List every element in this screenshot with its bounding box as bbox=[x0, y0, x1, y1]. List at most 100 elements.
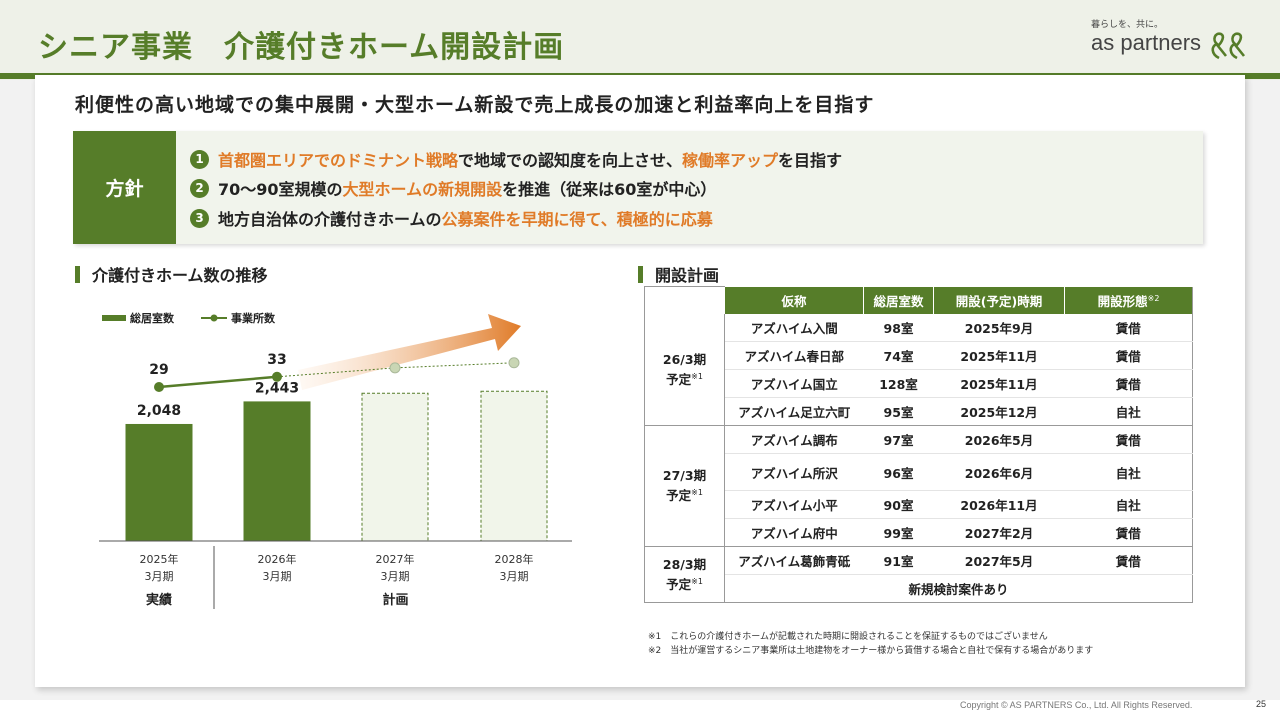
x-tick-label: 2028年 bbox=[495, 552, 534, 566]
facility-name: アズハイム所沢 bbox=[724, 453, 864, 491]
facility-name: アズハイム春日部 bbox=[724, 341, 864, 370]
room-count: 91室 bbox=[863, 546, 934, 575]
opening-date: 2025年11月 bbox=[933, 341, 1065, 370]
footnote-1: ※1 これらの介護付きホームが記載された時期に開設されることを保証するものではご… bbox=[648, 632, 1048, 642]
opening-date: 2025年11月 bbox=[933, 369, 1065, 398]
policy-label: 方針 bbox=[73, 131, 176, 244]
period-sup: ※1 bbox=[691, 371, 703, 381]
page-title: シニア事業 介護付きホーム開設計画 bbox=[38, 30, 565, 65]
copyright: Copyright © AS PARTNERS Co., Ltd. All Ri… bbox=[960, 700, 1193, 710]
line-value-label: 33 bbox=[267, 352, 286, 368]
page-number: 25 bbox=[1256, 699, 1267, 709]
policy-text: を推進（従来は60室が中心） bbox=[502, 180, 717, 199]
line-point-plan bbox=[389, 362, 401, 374]
line-point-actual bbox=[272, 371, 282, 382]
period-label: 27/3期 bbox=[662, 468, 707, 484]
logo-tagline: 暮らしを、共に。 bbox=[1091, 20, 1164, 30]
col-header-type-sup: ※2 bbox=[1147, 293, 1160, 303]
opening-type: 賃借 bbox=[1064, 369, 1193, 398]
bar-actual bbox=[243, 401, 311, 541]
legend-bar-swatch bbox=[102, 315, 126, 321]
policy-item-3: 3 地方自治体の介護付きホームの 公募案件を早期に得て、積極的に応募 bbox=[190, 206, 713, 230]
x-tick-label: 2025年 bbox=[140, 552, 179, 566]
period-cell: 26/3期 予定※1 bbox=[644, 313, 725, 426]
room-count: 99室 bbox=[863, 518, 934, 547]
period-suffix-text: 予定 bbox=[666, 371, 692, 387]
chart: 総居室数 事業所数 2,048 2,443 29 33 2025年 3月期 2026年 3月期 20… bbox=[99, 311, 572, 609]
opening-date: 2027年5月 bbox=[933, 546, 1065, 575]
policy-highlight: 稼働率アップ bbox=[682, 151, 779, 170]
number-badge: 2 bbox=[190, 178, 209, 198]
new-candidate-note: 新規検討案件あり bbox=[724, 574, 1193, 603]
facility-name: アズハイム入間 bbox=[724, 313, 864, 342]
bar-value-label: 2,048 bbox=[137, 403, 181, 419]
line-point-actual bbox=[154, 382, 164, 392]
bar-plan bbox=[361, 392, 429, 542]
legend-bar-label: 総居室数 bbox=[130, 311, 175, 325]
col-header-name: 仮称 bbox=[724, 286, 864, 314]
left-section-label: 介護付きホーム数の推移 bbox=[92, 266, 268, 285]
period-label: 26/3期 bbox=[662, 351, 707, 367]
table-row: アズハイム府中 99室 2027年2月 賃借 bbox=[645, 518, 1193, 547]
table-row: 27/3期 予定※1 アズハイム調布 97室 2026年5月 賃借 bbox=[644, 425, 1193, 547]
room-count: 97室 bbox=[863, 425, 934, 454]
policy-highlight: 公募案件を早期に得て、積極的に応募 bbox=[441, 210, 713, 229]
col-header-rooms: 総居室数 bbox=[863, 286, 934, 314]
headline: 利便性の高い地域での集中展開・大型ホーム新設で売上成長の加速と利益率向上を目指す bbox=[75, 94, 875, 116]
facility-name: アズハイム葛飾青砥 bbox=[724, 546, 864, 575]
period-suffix: 予定※1 bbox=[645, 573, 724, 593]
x-tick-label: 3月期 bbox=[145, 570, 174, 583]
opening-date: 2027年2月 bbox=[933, 518, 1065, 547]
policy-text: で地域での認知度を向上させ、 bbox=[458, 151, 683, 170]
number-badge: 3 bbox=[190, 208, 209, 228]
bar-value-label: 2,443 bbox=[255, 380, 299, 396]
policy-highlight: 大型ホームの新規開設 bbox=[342, 180, 503, 199]
period-suffix: 予定※1 bbox=[645, 484, 724, 504]
section-marker bbox=[638, 265, 643, 283]
room-count: 96室 bbox=[863, 453, 934, 491]
line-value-label: 29 bbox=[149, 362, 168, 378]
room-count: 74室 bbox=[863, 341, 934, 370]
opening-date: 2025年12月 bbox=[933, 397, 1065, 426]
policy-item-2: 2 70～90室規模の 大型ホームの新規開設 を推進（従来は60室が中心） bbox=[190, 176, 716, 200]
x-tick-label: 2027年 bbox=[376, 552, 415, 566]
opening-plan-table: 仮称 総居室数 開設(予定)時期 開設形態※2 26/3期 予定※1 アズハイム入間… bbox=[644, 286, 1193, 603]
group-label-plan: 計画 bbox=[382, 592, 408, 608]
logo-mark-icon bbox=[1211, 32, 1246, 60]
period-suffix-text: 予定 bbox=[666, 488, 692, 504]
x-tick-label: 2026年 bbox=[258, 552, 297, 566]
opening-type: 賃借 bbox=[1064, 341, 1193, 370]
period-sup: ※1 bbox=[691, 488, 703, 498]
right-section-title: 開設計画 bbox=[638, 262, 719, 286]
table-row: アズハイム春日部 74室 2025年11月 賃借 bbox=[645, 341, 1193, 370]
line-actual-segment bbox=[158, 375, 278, 389]
x-tick-label: 3月期 bbox=[381, 570, 410, 583]
legend-line-marker bbox=[210, 314, 218, 322]
group-label-actual: 実績 bbox=[146, 592, 172, 608]
opening-type: 自社 bbox=[1064, 453, 1193, 491]
room-count: 128室 bbox=[863, 369, 934, 398]
col-header-type: 開設形態※2 bbox=[1064, 286, 1193, 314]
opening-date: 2026年5月 bbox=[933, 425, 1065, 454]
policy-item-1: 1 首都圏エリアでのドミナント戦略 で地域での認知度を向上させ、 稼働率アップ を目指す bbox=[190, 147, 842, 171]
bar-actual bbox=[125, 423, 193, 541]
period-suffix: 予定※1 bbox=[645, 368, 724, 388]
table-row: 新規検討案件あり bbox=[645, 574, 1193, 603]
facility-name: アズハイム国立 bbox=[724, 369, 864, 398]
table-row: アズハイム国立 128室 2025年11月 賃借 bbox=[645, 369, 1193, 398]
line-point-plan bbox=[508, 357, 520, 369]
period-label: 28/3期 bbox=[662, 556, 707, 572]
facility-name: アズハイム小平 bbox=[724, 490, 864, 519]
policy-text: 地方自治体の介護付きホームの bbox=[218, 210, 442, 229]
room-count: 90室 bbox=[863, 490, 934, 519]
period-cell: 27/3期 予定※1 bbox=[644, 425, 725, 547]
x-tick-label: 3月期 bbox=[263, 570, 292, 583]
table-row: 28/3期 予定※1 アズハイム葛飾青砥 91室 2027年5月 賃借 bbox=[644, 546, 1193, 603]
footnote-2: ※2 当社が運営するシニア事業所は土地建物をオーナー様から賃借する場合と自社で保… bbox=[648, 646, 1094, 656]
left-section-title: 介護付きホーム数の推移 bbox=[75, 262, 268, 286]
opening-type: 賃借 bbox=[1064, 313, 1193, 342]
period-suffix-text: 予定 bbox=[666, 577, 692, 593]
opening-type: 自社 bbox=[1064, 397, 1193, 426]
footnotes: ※1 これらの介護付きホームが記載された時期に開設されることを保証するものではご… bbox=[648, 630, 1093, 658]
growth-arrow bbox=[298, 314, 521, 390]
